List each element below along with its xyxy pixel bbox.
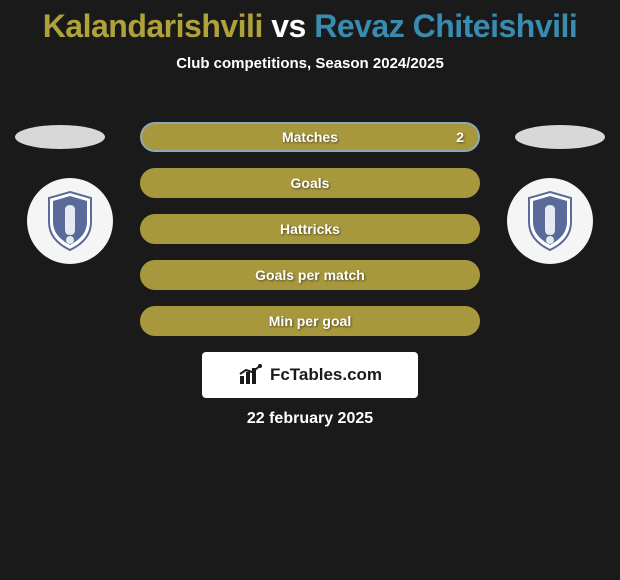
club-shield-icon	[45, 190, 95, 252]
branding-box: FcTables.com	[202, 352, 418, 398]
stat-label: Goals per match	[255, 267, 365, 283]
stat-row-goals-per-match: Goals per match	[140, 260, 480, 290]
player1-name: Kalandarishvili	[43, 8, 263, 44]
stat-row-min-per-goal: Min per goal	[140, 306, 480, 336]
stat-label: Matches	[282, 129, 338, 145]
date-label: 22 february 2025	[0, 410, 620, 428]
comparison-title: Kalandarishvili vs Revaz Chiteishvili	[0, 0, 620, 45]
player1-avatar-placeholder	[15, 125, 105, 149]
stats-panel: Matches 2 Goals Hattricks Goals per matc…	[140, 122, 480, 352]
subtitle: Club competitions, Season 2024/2025	[0, 55, 620, 72]
player2-name: Revaz Chiteishvili	[314, 8, 577, 44]
stat-label: Hattricks	[280, 221, 340, 237]
vs-text: vs	[263, 8, 314, 44]
chart-icon	[238, 364, 264, 386]
player1-club-badge	[27, 178, 113, 264]
stat-row-matches: Matches 2	[140, 122, 480, 152]
stat-row-goals: Goals	[140, 168, 480, 198]
player2-avatar-placeholder	[515, 125, 605, 149]
stat-label: Goals	[291, 175, 330, 191]
club-shield-icon	[525, 190, 575, 252]
stat-value: 2	[456, 129, 464, 145]
stat-row-hattricks: Hattricks	[140, 214, 480, 244]
stat-label: Min per goal	[269, 313, 351, 329]
branding-text: FcTables.com	[270, 365, 382, 385]
player2-club-badge	[507, 178, 593, 264]
